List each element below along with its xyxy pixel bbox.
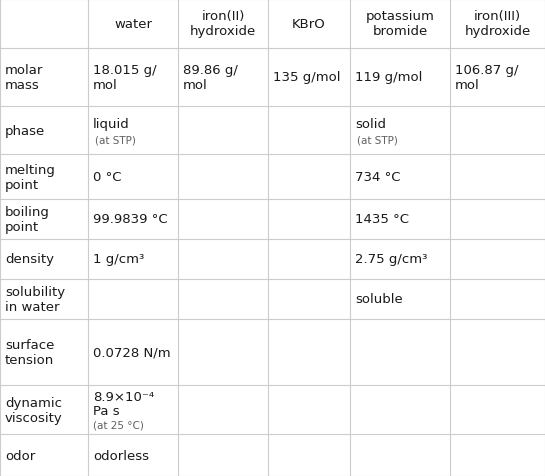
Text: phase: phase	[5, 124, 45, 137]
Text: density: density	[5, 253, 54, 266]
Text: 119 g/mol: 119 g/mol	[355, 71, 422, 84]
Text: 8.9×10⁻⁴: 8.9×10⁻⁴	[93, 390, 154, 403]
Text: potassium
bromide: potassium bromide	[366, 10, 434, 39]
Text: dynamic
viscosity: dynamic viscosity	[5, 396, 63, 424]
Text: odorless: odorless	[93, 449, 149, 462]
Text: 1 g/cm³: 1 g/cm³	[93, 253, 144, 266]
Text: KBrO: KBrO	[292, 18, 326, 31]
Text: 0 °C: 0 °C	[93, 171, 122, 184]
Text: soluble: soluble	[355, 293, 403, 306]
Text: melting
point: melting point	[5, 163, 56, 191]
Text: 1435 °C: 1435 °C	[355, 213, 409, 226]
Text: iron(III)
hydroxide: iron(III) hydroxide	[464, 10, 531, 39]
Text: surface
tension: surface tension	[5, 338, 55, 367]
Text: molar
mass: molar mass	[5, 64, 44, 91]
Text: iron(II)
hydroxide: iron(II) hydroxide	[190, 10, 256, 39]
Text: 0.0728 N/m: 0.0728 N/m	[93, 346, 171, 359]
Text: liquid: liquid	[93, 118, 130, 131]
Text: (at 25 °C): (at 25 °C)	[93, 420, 144, 429]
Text: 89.86 g/
mol: 89.86 g/ mol	[183, 64, 238, 91]
Text: 2.75 g/cm³: 2.75 g/cm³	[355, 253, 427, 266]
Text: (at STP): (at STP)	[357, 136, 398, 146]
Text: 18.015 g/
mol: 18.015 g/ mol	[93, 64, 156, 91]
Text: Pa s: Pa s	[93, 405, 119, 417]
Text: boiling
point: boiling point	[5, 206, 50, 233]
Text: 734 °C: 734 °C	[355, 171, 401, 184]
Text: water: water	[114, 18, 152, 31]
Text: solubility
in water: solubility in water	[5, 285, 65, 313]
Text: 99.9839 °C: 99.9839 °C	[93, 213, 168, 226]
Text: (at STP): (at STP)	[95, 136, 136, 146]
Text: odor: odor	[5, 449, 35, 462]
Text: 106.87 g/
mol: 106.87 g/ mol	[455, 64, 518, 91]
Text: 135 g/mol: 135 g/mol	[273, 71, 341, 84]
Text: solid: solid	[355, 118, 386, 131]
